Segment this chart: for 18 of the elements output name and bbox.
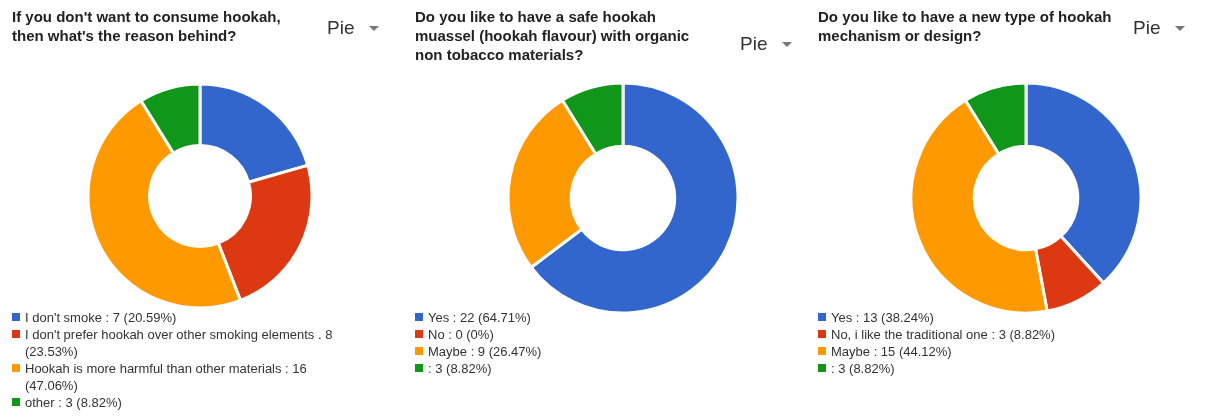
legend-label: Maybe : 9 (26.47%)	[428, 344, 542, 359]
legend-label: Yes : 13 (38.24%)	[831, 310, 934, 325]
legend-label: I don't smoke : 7 (20.59%)	[25, 310, 177, 325]
legend-label: No : 0 (0%)	[428, 327, 494, 342]
legend-label: Maybe : 15 (44.12%)	[831, 344, 952, 359]
legend-label: No, i like the traditional one : 3 (8.82%)	[831, 327, 1056, 342]
legend-label: other : 3 (8.82%)	[25, 395, 122, 410]
legend-label: Hookah is more harmful than other materials : 16 (47.06%)	[25, 361, 307, 393]
text: Pie	[1133, 17, 1161, 38]
chart-title: Do you like to have a new type of hookah mechanism or design?	[818, 8, 1112, 44]
legend-label: Yes : 22 (64.71%)	[428, 310, 531, 325]
legend-label: : 3 (8.82%)	[428, 361, 492, 376]
legend-label: I don't prefer hookah over other smoking elements . 8 (23.53%)	[25, 327, 333, 359]
text: Pie	[740, 33, 768, 54]
text: Pie	[327, 17, 355, 38]
legend-label: : 3 (8.82%)	[831, 361, 895, 376]
chart-title: Do you like to have a safe hookah muassel (hookah flavour) with organic non tobacco materials?	[415, 8, 690, 63]
chart-title: If you don't want to consume hookah, then what's the reason behind?	[12, 8, 281, 44]
